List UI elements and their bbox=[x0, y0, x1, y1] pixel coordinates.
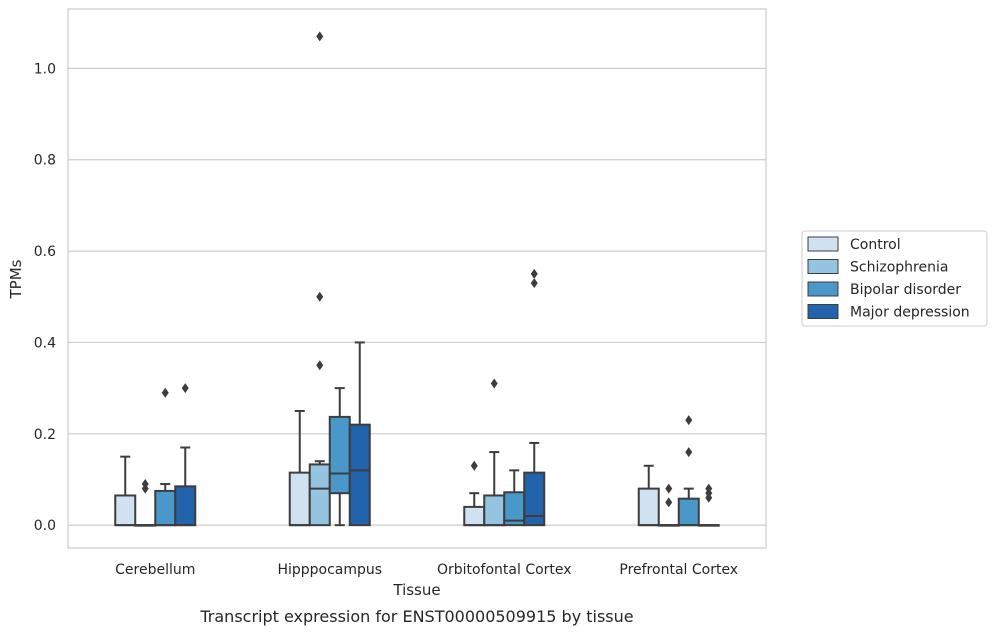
box-schizophrenia bbox=[308, 31, 331, 527]
legend-label: Major depression bbox=[850, 305, 970, 321]
box-bipolar-disorder bbox=[677, 415, 700, 527]
box-schizophrenia bbox=[483, 378, 506, 527]
box-body bbox=[523, 471, 546, 527]
box-control bbox=[463, 460, 486, 527]
outlier-point bbox=[316, 291, 324, 302]
x-tick-label: Hipppocampus bbox=[277, 562, 382, 578]
box-body bbox=[288, 471, 311, 527]
outlier-point bbox=[665, 483, 673, 494]
box-body bbox=[328, 415, 351, 495]
outlier-point bbox=[685, 447, 693, 458]
box-control bbox=[114, 455, 137, 527]
box-body bbox=[114, 494, 137, 527]
outlier-point bbox=[530, 278, 538, 289]
box-body bbox=[677, 497, 700, 527]
outlier-point bbox=[316, 31, 324, 42]
y-tick-labels: 0.0 0.2 0.4 0.6 0.8 1.0 bbox=[34, 61, 56, 534]
y-axis-title: TPMs bbox=[7, 259, 25, 299]
y-tick-label: 0.8 bbox=[34, 153, 56, 169]
x-tick-label: Prefrontal Cortex bbox=[619, 562, 738, 578]
y-tick-label: 0.2 bbox=[34, 427, 56, 443]
outlier-point bbox=[705, 483, 713, 494]
plot-area bbox=[68, 9, 766, 548]
outlier-point bbox=[470, 460, 478, 471]
y-tick-label: 0.0 bbox=[34, 518, 56, 534]
box-body bbox=[154, 489, 177, 527]
box-groups bbox=[114, 31, 720, 527]
legend-swatch bbox=[807, 259, 839, 274]
legend-swatch bbox=[807, 281, 839, 297]
outlier-point bbox=[316, 360, 324, 371]
y-tick-label: 0.6 bbox=[34, 244, 56, 260]
legend-label: Control bbox=[850, 237, 901, 253]
x-tick-label: Cerebellum bbox=[115, 562, 195, 578]
box-schizophrenia bbox=[657, 483, 680, 527]
legend: Control Schizophrenia Bipolar disorder Majo… bbox=[801, 230, 988, 327]
x-tick-labels: Cerebellum Hipppocampus Orbitofontal Corte… bbox=[115, 562, 738, 578]
outlier-point bbox=[181, 383, 189, 394]
box-body bbox=[308, 463, 331, 527]
legend-swatch bbox=[807, 236, 839, 252]
box-body bbox=[637, 487, 660, 527]
box-major-depression bbox=[348, 341, 371, 527]
legend-swatch bbox=[807, 304, 839, 319]
chart-caption: Transcript expression for ENST0000050991… bbox=[199, 607, 633, 626]
legend-label: Schizophrenia bbox=[850, 260, 948, 276]
plot-frame bbox=[67, 8, 767, 549]
box-bipolar-disorder bbox=[154, 387, 177, 527]
box-control bbox=[637, 464, 660, 527]
box-control bbox=[288, 409, 311, 527]
outlier-point bbox=[685, 415, 693, 426]
outlier-point bbox=[141, 479, 149, 490]
outlier-point bbox=[530, 268, 538, 279]
legend-frame bbox=[801, 230, 988, 327]
box-body bbox=[463, 505, 486, 527]
y-tick-label: 1.0 bbox=[34, 61, 56, 77]
box-body bbox=[348, 423, 371, 527]
outlier-point bbox=[161, 387, 169, 398]
box-body bbox=[483, 494, 506, 527]
x-axis-title: Tissue bbox=[392, 581, 440, 599]
box-major-depression bbox=[523, 268, 546, 527]
box-major-depression bbox=[174, 383, 197, 527]
legend-label: Bipolar disorder bbox=[850, 282, 961, 298]
box-body bbox=[174, 485, 197, 527]
outlier-point bbox=[490, 378, 498, 389]
x-tick-label: Orbitofontal Cortex bbox=[437, 562, 572, 578]
box-major-depression bbox=[697, 483, 720, 527]
outlier-point bbox=[665, 497, 673, 508]
y-tick-label: 0.4 bbox=[34, 335, 56, 351]
